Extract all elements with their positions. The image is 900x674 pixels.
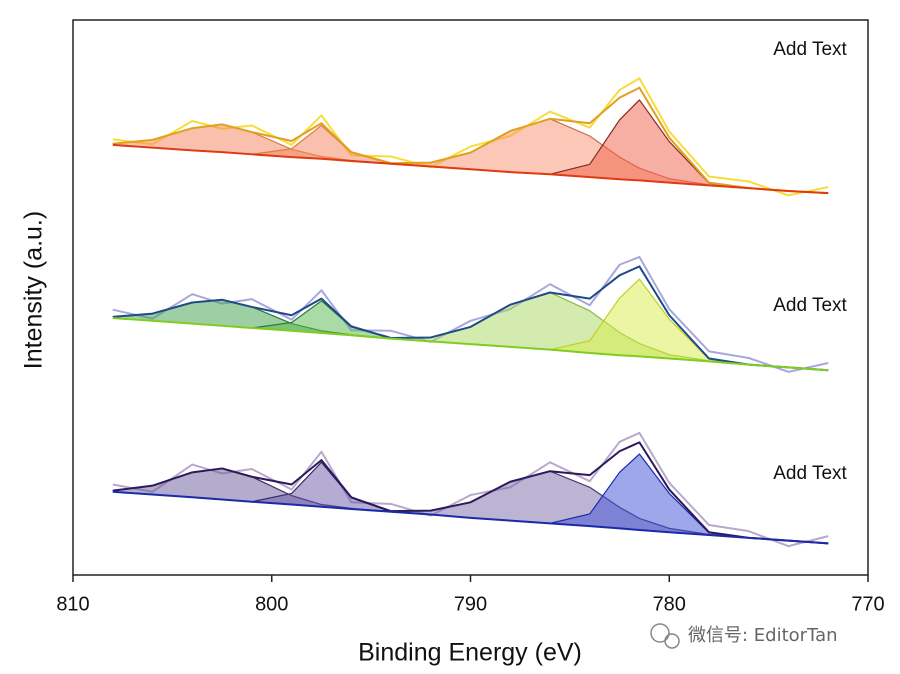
x-tick-label: 780 (653, 593, 686, 615)
peak-area (351, 471, 749, 538)
spectrum-line (112, 86, 829, 195)
peak-area (351, 118, 749, 189)
spectrum-line (112, 265, 829, 372)
annotation: Add Text (773, 39, 847, 60)
peak-area (112, 468, 391, 512)
x-tick-label: 810 (56, 593, 89, 615)
annotation: Add Text (773, 463, 847, 484)
peak-area (510, 454, 749, 538)
peak-area (510, 279, 749, 365)
peak-area (510, 99, 749, 189)
x-axis-title: Binding Energy (eV) (358, 639, 582, 667)
y-axis-title: Intensity (a.u.) (20, 211, 48, 369)
x-tick-label: 770 (851, 593, 884, 615)
peak-area (112, 299, 391, 339)
x-tick-label: 790 (454, 593, 487, 615)
watermark-icon (650, 623, 680, 649)
peak-area (351, 292, 749, 365)
spectrum-line (112, 490, 829, 545)
peak-area (251, 462, 391, 512)
spectrum-line (112, 317, 829, 372)
peak-area (112, 124, 391, 164)
watermark: 微信号: EditorTan (688, 625, 838, 646)
annotation: Add Text (773, 295, 847, 316)
spectrum-line (112, 143, 829, 195)
spectrum-line (112, 441, 829, 545)
x-tick-label: 800 (255, 593, 288, 615)
peak-area (251, 300, 391, 339)
plot-area (112, 77, 829, 548)
